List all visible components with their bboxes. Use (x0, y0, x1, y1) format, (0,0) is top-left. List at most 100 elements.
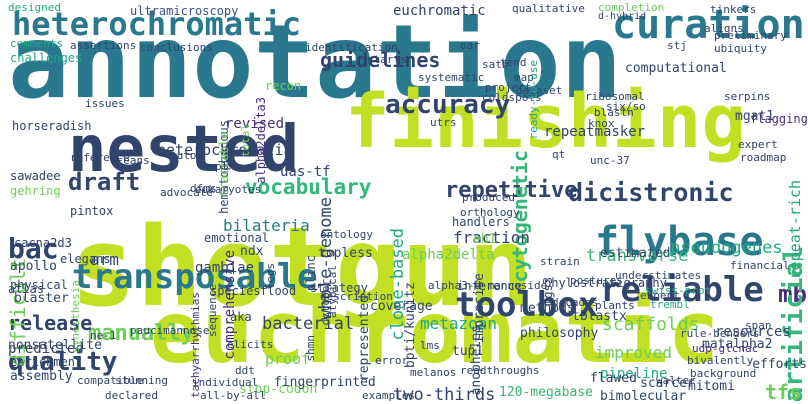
cloud-word: blastn (594, 106, 634, 119)
cloud-word: coldspots (482, 91, 542, 104)
cloud-word: emotional (204, 231, 270, 245)
cloud-word: plants (595, 299, 635, 312)
cloud-word: species (210, 284, 261, 298)
cloud-word: shotgun (70, 203, 534, 331)
cloud-word: mgat1 (735, 109, 775, 124)
cloud-word: conclusions (140, 41, 213, 54)
cloud-word: uas-tf (280, 164, 331, 180)
cloud-word: expert (738, 138, 778, 151)
cloud-word: curation (612, 2, 805, 48)
cloud-word: finishing (345, 79, 746, 165)
cloud-word: financial (730, 259, 790, 272)
cloud-word: fingerprinted (274, 375, 376, 390)
cloud-word: predicted (8, 341, 84, 357)
cloud-word: scaffolds (602, 314, 700, 335)
cloud-word: phylostratigraphy (544, 276, 667, 290)
cloud-word: bimolecular (600, 389, 687, 404)
cloud-word: philosophy (520, 326, 599, 341)
cloud-word: description (320, 290, 393, 303)
cloud-word: knox (588, 117, 615, 130)
cloud-word: span (745, 319, 772, 332)
cloud-word: compatible (77, 374, 144, 387)
cloud-word: pseudogenes (670, 238, 783, 258)
cloud-word: eukaryotes (195, 183, 262, 196)
cloud-word: preliminary (714, 29, 787, 42)
cloud-word: total (239, 124, 252, 158)
cloud-word: recon (265, 79, 302, 93)
cloud-word: individual (192, 376, 259, 389)
cloud-word: stj (667, 39, 687, 52)
cloud-word: tachyarrhythmias (189, 292, 202, 398)
cloud-word: understimates (615, 269, 702, 282)
cloud-word: lms (420, 339, 440, 352)
cloud-word: swiss-prot (645, 284, 712, 297)
cloud-word: background (690, 367, 757, 380)
cloud-word: scarcer (640, 376, 695, 391)
cloud-word: starts (367, 53, 407, 66)
cloud-word: oceans (110, 154, 150, 167)
cloud-word: systematic (418, 71, 485, 84)
cloud-word: october (319, 279, 332, 326)
cloud-word: alpha3-d-mannoside (428, 279, 548, 292)
cloud-word: trembl (650, 298, 690, 311)
cloud-word: vocabulary (245, 175, 372, 199)
cloud-word: coverage (370, 299, 433, 314)
cloud-word: bac (8, 232, 59, 265)
cloud-word: reference (70, 151, 130, 164)
cloud-word: revised (225, 116, 285, 132)
cloud-word: manually (88, 321, 194, 346)
cloud-word: euchromatic (150, 283, 720, 383)
cloud-word: enrichment (10, 355, 83, 369)
cloud-word: melanos (410, 366, 457, 379)
cloud-word: d-hybrid (598, 11, 647, 22)
cloud-word: aligns (704, 22, 744, 35)
cloud-word: satb (482, 58, 509, 71)
cloud-word: accuracy (385, 90, 511, 120)
cloud-word: pl (215, 160, 229, 173)
cloud-word: flawed (590, 371, 637, 386)
cloud-word: project (485, 81, 532, 94)
cloud-word: six/so (606, 100, 646, 113)
cloud-word: gehring (10, 184, 61, 198)
cloud-word: expect (640, 289, 680, 302)
cloud-word: blaster (14, 291, 69, 306)
cloud-word: tup1 (452, 344, 484, 359)
cloud-word: mb (778, 280, 807, 308)
cloud-word: dataset (516, 84, 563, 97)
cloud-word: readthroughs (460, 364, 540, 377)
cloud-word: assertions (70, 39, 137, 52)
cloud-word: repeatmasker (544, 124, 646, 140)
cloud-word: heterochromatic (12, 5, 301, 43)
cloud-word: sequence (206, 284, 219, 337)
cloud-word: udp-glcnac (692, 342, 759, 355)
cloud-word: legs (264, 263, 277, 290)
cloud-word: bacterial (262, 314, 355, 334)
cloud-word: declared (105, 389, 158, 402)
cloud-word: utrs (430, 116, 457, 129)
cloud-word: error (375, 354, 409, 367)
cloud-word: arm (90, 250, 119, 269)
cloud-word: nonsatellite (8, 338, 102, 353)
cloud-word: ultramicroscopy (130, 4, 239, 18)
cloud-word: examples (362, 389, 415, 402)
cloud-word: dfms (190, 182, 217, 195)
cloud-word: methods (520, 301, 575, 316)
cloud-word: stunning (115, 374, 168, 387)
cloud-word: comments (10, 37, 63, 50)
cloud-word: ontology (320, 228, 373, 241)
cloud-word: represented (357, 295, 372, 382)
cloud-word: strain (540, 255, 580, 268)
cloud-word: mitomi (688, 379, 735, 394)
cloud-word: aka (230, 310, 252, 324)
cloud-word: unc-37 (590, 154, 630, 167)
cloud-word: stop-codon (239, 382, 318, 397)
cloud-word: synesthesia (69, 280, 82, 353)
cloud-word: orthology (460, 206, 520, 219)
cloud-word: map (514, 71, 534, 84)
cloud-word: issues (85, 97, 125, 110)
cloud-word: cacna2d3 (14, 236, 72, 250)
cloud-word: sawadee (10, 169, 61, 183)
cloud-word: apollo (10, 259, 57, 274)
cloud-word: shmn (304, 335, 317, 362)
